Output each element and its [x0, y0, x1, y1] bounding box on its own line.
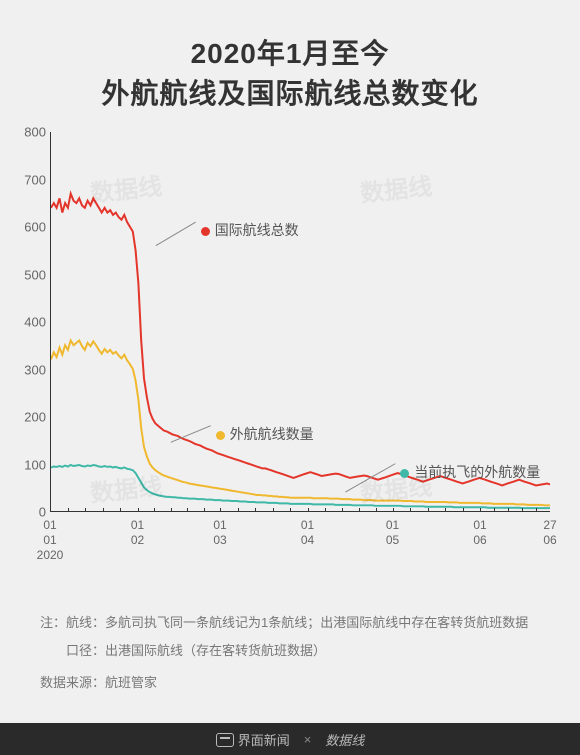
x-tick-label: 01 03 — [213, 518, 226, 548]
series-label: 当前执飞的外航数量 — [400, 462, 540, 482]
y-tick-label: 300 — [24, 362, 46, 377]
footer-separator: × — [304, 732, 312, 747]
y-axis: 0100200300400500600700800 — [12, 132, 46, 512]
note-key: 航线： — [66, 615, 105, 630]
y-tick-label: 600 — [24, 220, 46, 235]
chart-notes: 注： 航线：多航司执飞同一条航线记为1条航线；出港国际航线中存在客转货航班数据 … — [40, 612, 540, 694]
x-tick-label: 01 02 — [131, 518, 144, 548]
y-tick-label: 400 — [24, 315, 46, 330]
footer-brand-2: 数据线 — [325, 730, 364, 749]
note-key: 口径： — [66, 643, 105, 658]
series-label: 国际航线总数 — [201, 220, 299, 240]
note-label: 注： — [40, 612, 66, 634]
x-tick-label: 27 06 — [543, 518, 556, 548]
x-tick-label: 01 06 — [473, 518, 486, 548]
y-tick-label: 700 — [24, 172, 46, 187]
note-text: 多航司执飞同一条航线记为1条航线；出港国际航线中存在客转货航班数据 — [105, 615, 528, 630]
plot-area: 国际航线总数外航航线数量当前执飞的外航数量 — [50, 132, 550, 512]
note-text: 出港国际航线（存在客转货航班数据） — [105, 643, 326, 658]
source-label: 数据来源： — [40, 672, 105, 694]
chart-title: 2020年1月至今 外航航线及国际航线总数变化 — [0, 0, 580, 132]
x-tick-label: 01 01 2020 — [37, 518, 64, 563]
logo-icon — [216, 733, 234, 747]
y-tick-label: 800 — [24, 125, 46, 140]
source-value: 航班管家 — [105, 672, 540, 694]
series-label: 外航航线数量 — [216, 424, 314, 444]
y-tick-label: 500 — [24, 267, 46, 282]
chart-area: 0100200300400500600700800 国际航线总数外航航线数量当前… — [50, 132, 550, 542]
chart-svg — [51, 132, 550, 511]
x-tick-label: 01 04 — [301, 518, 314, 548]
y-tick-label: 100 — [24, 457, 46, 472]
title-line-1: 2020年1月至今 — [20, 32, 560, 72]
x-axis: 01 01 202001 0201 0301 0401 0501 0627 06 — [50, 512, 550, 572]
footer-brand-1: 界面新闻 — [216, 730, 290, 749]
footer-bar: 界面新闻 × 数据线 — [0, 723, 580, 755]
title-line-2: 外航航线及国际航线总数变化 — [20, 72, 560, 112]
y-tick-label: 200 — [24, 410, 46, 425]
x-tick-label: 01 05 — [386, 518, 399, 548]
